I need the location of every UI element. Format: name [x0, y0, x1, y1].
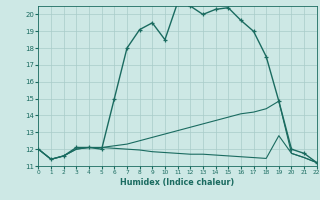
X-axis label: Humidex (Indice chaleur): Humidex (Indice chaleur) [120, 178, 235, 187]
